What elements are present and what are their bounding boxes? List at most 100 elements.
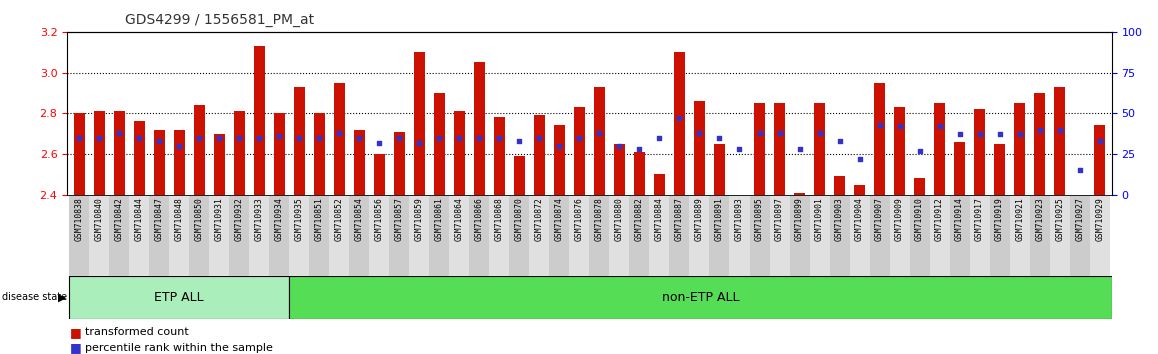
- Point: [371, 140, 389, 145]
- Text: GSM710850: GSM710850: [195, 197, 204, 241]
- Point: [690, 130, 709, 136]
- Text: non-ETP ALL: non-ETP ALL: [661, 291, 739, 304]
- Bar: [1090, 195, 1109, 276]
- Bar: [434, 93, 445, 195]
- Text: GSM710919: GSM710919: [995, 197, 1004, 241]
- Text: GSM710935: GSM710935: [295, 197, 303, 241]
- Text: GSM710859: GSM710859: [415, 197, 424, 241]
- Text: disease state: disease state: [2, 292, 67, 302]
- Bar: [909, 195, 930, 276]
- Text: GSM710852: GSM710852: [335, 197, 344, 241]
- Text: GSM710848: GSM710848: [175, 197, 184, 241]
- Bar: [413, 52, 425, 195]
- Bar: [770, 195, 790, 276]
- Bar: [193, 105, 205, 195]
- Text: ■: ■: [69, 341, 81, 354]
- Bar: [554, 125, 565, 195]
- Point: [710, 135, 728, 141]
- Point: [891, 124, 909, 129]
- Bar: [374, 154, 384, 195]
- Bar: [689, 195, 710, 276]
- Point: [910, 148, 929, 154]
- Bar: [290, 276, 1112, 319]
- Bar: [273, 113, 285, 195]
- Point: [270, 133, 288, 139]
- Text: percentile rank within the sample: percentile rank within the sample: [85, 343, 272, 353]
- Bar: [654, 174, 665, 195]
- Bar: [234, 111, 244, 195]
- Bar: [469, 195, 490, 276]
- Text: GSM710925: GSM710925: [1055, 197, 1064, 241]
- Bar: [609, 195, 630, 276]
- Bar: [74, 113, 85, 195]
- Bar: [1029, 195, 1049, 276]
- Point: [591, 130, 609, 136]
- Bar: [855, 184, 865, 195]
- Bar: [790, 195, 809, 276]
- Bar: [954, 142, 965, 195]
- Bar: [894, 107, 906, 195]
- Bar: [290, 195, 309, 276]
- Bar: [430, 195, 449, 276]
- Point: [149, 138, 168, 144]
- Text: GSM710901: GSM710901: [815, 197, 824, 241]
- Text: GSM710914: GSM710914: [955, 197, 965, 241]
- Bar: [109, 195, 130, 276]
- Bar: [990, 195, 1010, 276]
- Bar: [754, 103, 765, 195]
- Point: [930, 124, 948, 129]
- Bar: [510, 195, 529, 276]
- Bar: [874, 83, 885, 195]
- Bar: [309, 195, 329, 276]
- Text: GSM710861: GSM710861: [435, 197, 444, 241]
- Text: GSM710921: GSM710921: [1016, 197, 1024, 241]
- Text: GSM710934: GSM710934: [274, 197, 284, 241]
- Bar: [794, 193, 805, 195]
- Bar: [69, 195, 89, 276]
- Point: [130, 135, 148, 141]
- Bar: [394, 132, 405, 195]
- Point: [770, 130, 789, 136]
- Text: GSM710876: GSM710876: [574, 197, 584, 241]
- Point: [530, 135, 549, 141]
- Point: [1031, 127, 1049, 132]
- Text: GSM710887: GSM710887: [675, 197, 684, 241]
- Point: [1091, 138, 1109, 144]
- Point: [1050, 127, 1069, 132]
- Text: GSM710897: GSM710897: [775, 197, 784, 241]
- Bar: [169, 195, 189, 276]
- Text: GSM710856: GSM710856: [375, 197, 383, 241]
- Point: [210, 135, 228, 141]
- Text: GSM710904: GSM710904: [855, 197, 864, 241]
- Bar: [834, 176, 845, 195]
- Bar: [270, 195, 290, 276]
- Text: GSM710889: GSM710889: [695, 197, 704, 241]
- Text: GSM710884: GSM710884: [655, 197, 664, 241]
- Text: GSM710851: GSM710851: [315, 197, 324, 241]
- Text: ▶: ▶: [58, 292, 66, 302]
- Text: GDS4299 / 1556581_PM_at: GDS4299 / 1556581_PM_at: [125, 12, 314, 27]
- Point: [811, 130, 829, 136]
- Text: GSM710910: GSM710910: [915, 197, 924, 241]
- Bar: [574, 107, 585, 195]
- Text: GSM710874: GSM710874: [555, 197, 564, 241]
- Bar: [133, 121, 145, 195]
- Text: GSM710878: GSM710878: [595, 197, 604, 241]
- Text: transformed count: transformed count: [85, 327, 189, 337]
- Bar: [694, 101, 705, 195]
- Bar: [850, 195, 870, 276]
- Bar: [294, 87, 305, 195]
- Point: [630, 146, 648, 152]
- Bar: [674, 52, 686, 195]
- Bar: [214, 133, 225, 195]
- Text: ■: ■: [69, 326, 81, 338]
- Point: [470, 135, 489, 141]
- Text: GSM710932: GSM710932: [235, 197, 243, 241]
- Bar: [650, 195, 669, 276]
- Point: [90, 135, 109, 141]
- Bar: [1010, 195, 1029, 276]
- Bar: [809, 195, 829, 276]
- Text: GSM710870: GSM710870: [515, 197, 523, 241]
- Bar: [229, 195, 249, 276]
- Point: [110, 130, 129, 136]
